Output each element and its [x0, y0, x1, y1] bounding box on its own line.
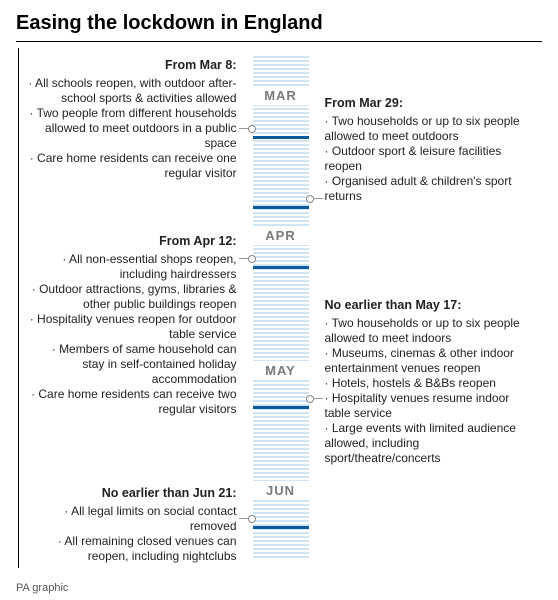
entry-title: No earlier than Jun 21: — [27, 486, 237, 502]
entry-item: · Members of same household can stay in … — [27, 342, 237, 387]
entry-item: · Care home residents can receive one re… — [27, 151, 237, 181]
entry-title: From Mar 29: — [325, 96, 535, 112]
entry-item: · All remaining closed venues can reopen… — [27, 534, 237, 564]
connector — [239, 518, 253, 519]
month-jun: JUN — [253, 481, 309, 500]
entry-item: · Two households or up to six people all… — [325, 316, 535, 346]
entry-item: · Organised adult & children's sport ret… — [325, 174, 535, 204]
entry-item: · All schools reopen, with outdoor after… — [27, 76, 237, 106]
timeline-marker — [253, 136, 309, 139]
entry-item: · All legal limits on social contact rem… — [27, 504, 237, 534]
entry-title: No earlier than May 17: — [325, 298, 535, 314]
entry-title: From Apr 12: — [27, 234, 237, 250]
entry-item: · Hospitality venues resume indoor table… — [325, 391, 535, 421]
connector — [239, 128, 253, 129]
entry-item: · Outdoor attractions, gyms, libraries &… — [27, 282, 237, 312]
timeline-chart: MAR APR MAY JUN From Mar 8: · All school… — [18, 48, 542, 568]
month-may: MAY — [253, 361, 309, 380]
timeline-marker — [253, 406, 309, 409]
entry-mar29: From Mar 29: · Two households or up to s… — [325, 96, 535, 204]
entry-item: · Museums, cinemas & other indoor entert… — [325, 346, 535, 376]
entry-item: · Outdoor sport & leisure facilities reo… — [325, 144, 535, 174]
connector — [309, 198, 323, 199]
timeline-marker — [253, 526, 309, 529]
credit-label: PA graphic — [16, 582, 68, 594]
entry-apr12: From Apr 12: · All non-essential shops r… — [27, 234, 237, 417]
timeline-column: MAR APR MAY JUN — [253, 56, 309, 560]
month-mar: MAR — [253, 86, 309, 105]
timeline-marker — [253, 266, 309, 269]
month-apr: APR — [253, 226, 309, 245]
connector — [309, 398, 323, 399]
entry-item: · Two people from different households a… — [27, 106, 237, 151]
entry-item: · Hospitality venues reopen for outdoor … — [27, 312, 237, 342]
entry-may17: No earlier than May 17: · Two households… — [325, 298, 535, 466]
entry-title: From Mar 8: — [27, 58, 237, 74]
entry-item: · Hotels, hostels & B&Bs reopen — [325, 376, 535, 391]
entry-item: · Care home residents can receive two re… — [27, 387, 237, 417]
entry-item: · All non-essential shops reopen, includ… — [27, 252, 237, 282]
connector — [239, 258, 253, 259]
entry-mar8: From Mar 8: · All schools reopen, with o… — [27, 58, 237, 181]
timeline-marker — [253, 206, 309, 209]
entry-item: · Large events with limited audience all… — [325, 421, 535, 466]
page-title: Easing the lockdown in England — [16, 12, 542, 42]
entry-item: · Two households or up to six people all… — [325, 114, 535, 144]
entry-jun21: No earlier than Jun 21: · All legal limi… — [27, 486, 237, 564]
